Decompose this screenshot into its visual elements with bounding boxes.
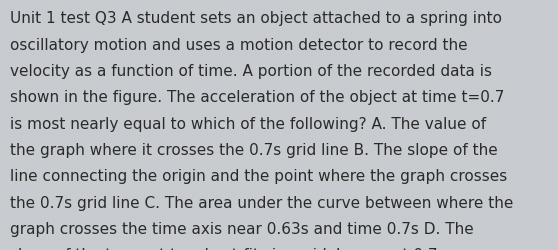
Text: graph crosses the time axis near 0.63s and time 0.7s D. The: graph crosses the time axis near 0.63s a… [10, 221, 474, 236]
Text: slope of the tangent to a best-fit sinusoidal curve at 0.7s: slope of the tangent to a best-fit sinus… [10, 248, 445, 250]
Text: is most nearly equal to which of the following? A. The value of: is most nearly equal to which of the fol… [10, 116, 486, 131]
Text: Unit 1 test Q3 A student sets an object attached to a spring into: Unit 1 test Q3 A student sets an object … [10, 11, 502, 26]
Text: oscillatory motion and uses a motion detector to record the: oscillatory motion and uses a motion det… [10, 38, 468, 52]
Text: the 0.7s grid line C. The area under the curve between where the: the 0.7s grid line C. The area under the… [10, 195, 513, 210]
Text: line connecting the origin and the point where the graph crosses: line connecting the origin and the point… [10, 169, 507, 184]
Text: shown in the figure. The acceleration of the object at time t=0.7: shown in the figure. The acceleration of… [10, 90, 504, 105]
Text: the graph where it crosses the 0.7s grid line B. The slope of the: the graph where it crosses the 0.7s grid… [10, 142, 498, 158]
Text: velocity as a function of time. A portion of the recorded data is: velocity as a function of time. A portio… [10, 64, 492, 79]
